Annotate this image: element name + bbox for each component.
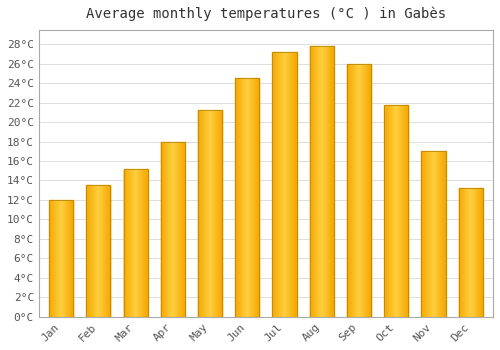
Bar <box>124 169 148 317</box>
Bar <box>310 46 334 317</box>
Bar <box>458 188 483 317</box>
Bar <box>384 105 408 317</box>
Bar <box>160 141 185 317</box>
Bar <box>235 78 260 317</box>
Title: Average monthly temperatures (°C ) in Gabès: Average monthly temperatures (°C ) in Ga… <box>86 7 446 21</box>
Bar <box>198 110 222 317</box>
Bar <box>86 186 110 317</box>
Bar <box>49 200 73 317</box>
Bar <box>422 151 446 317</box>
Bar <box>347 64 371 317</box>
Bar <box>272 52 296 317</box>
